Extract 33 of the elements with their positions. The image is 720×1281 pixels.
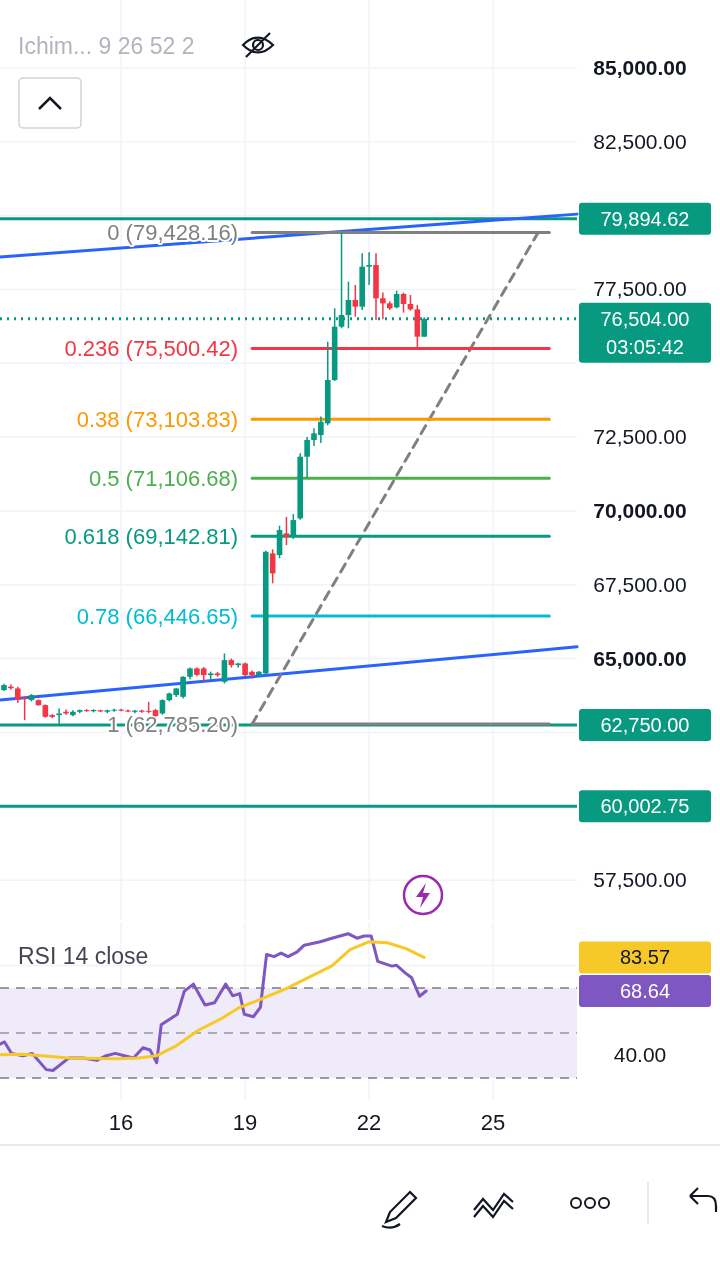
ref-line-label: 76,504.00 03:05:42 [600, 307, 690, 358]
series-label: 0.618 (69,142.81) [64, 524, 239, 550]
y-tick-label: 57,500.00 [593, 868, 687, 892]
y-tick-label: 77,500.00 [593, 277, 687, 301]
series-label: 0.78 (66,446.65) [76, 603, 239, 629]
x-tick-label: 25 [480, 1110, 506, 1135]
y-tick-label: 70,000.00 [593, 498, 687, 522]
y-tick-label: 40.00 [613, 1043, 667, 1067]
candlestick [380, 291, 386, 321]
series-label: 0.5 (71,106.68) [88, 466, 239, 492]
ref-line-label: 60,002.75 [600, 795, 690, 818]
y-tick-label: 67,500.00 [593, 572, 687, 596]
x-tick-label: 19 [232, 1110, 258, 1135]
candlestick [304, 436, 310, 480]
y-tick-label: 85,000.00 [593, 55, 687, 79]
annotation: Ichim... 9 26 52 2 [18, 33, 195, 59]
ref-line-label: 79,894.62 [600, 207, 690, 230]
y-tick-label: 72,500.00 [593, 425, 687, 449]
candlestick [366, 251, 372, 286]
x-tick-label: 22 [356, 1110, 382, 1135]
y-tick-label: 68.64 [619, 979, 671, 1002]
ref-line-label: 62,750.00 [600, 714, 690, 737]
candlestick [352, 284, 359, 318]
candlestick [283, 516, 290, 546]
y-tick-label: 82,500.00 [593, 129, 687, 153]
candlestick [221, 652, 228, 685]
series-label: 0 (79,428.16) [107, 220, 239, 246]
series-label: 0.236 (75,500.42) [64, 336, 239, 362]
series-label: 0.38 (73,103.83) [76, 407, 239, 433]
y-tick-label: 65,000.00 [593, 646, 687, 670]
x-tick-label: 16 [108, 1110, 134, 1135]
text: RSI 14 close [18, 943, 149, 969]
y-tick-label: 83.57 [619, 946, 671, 969]
